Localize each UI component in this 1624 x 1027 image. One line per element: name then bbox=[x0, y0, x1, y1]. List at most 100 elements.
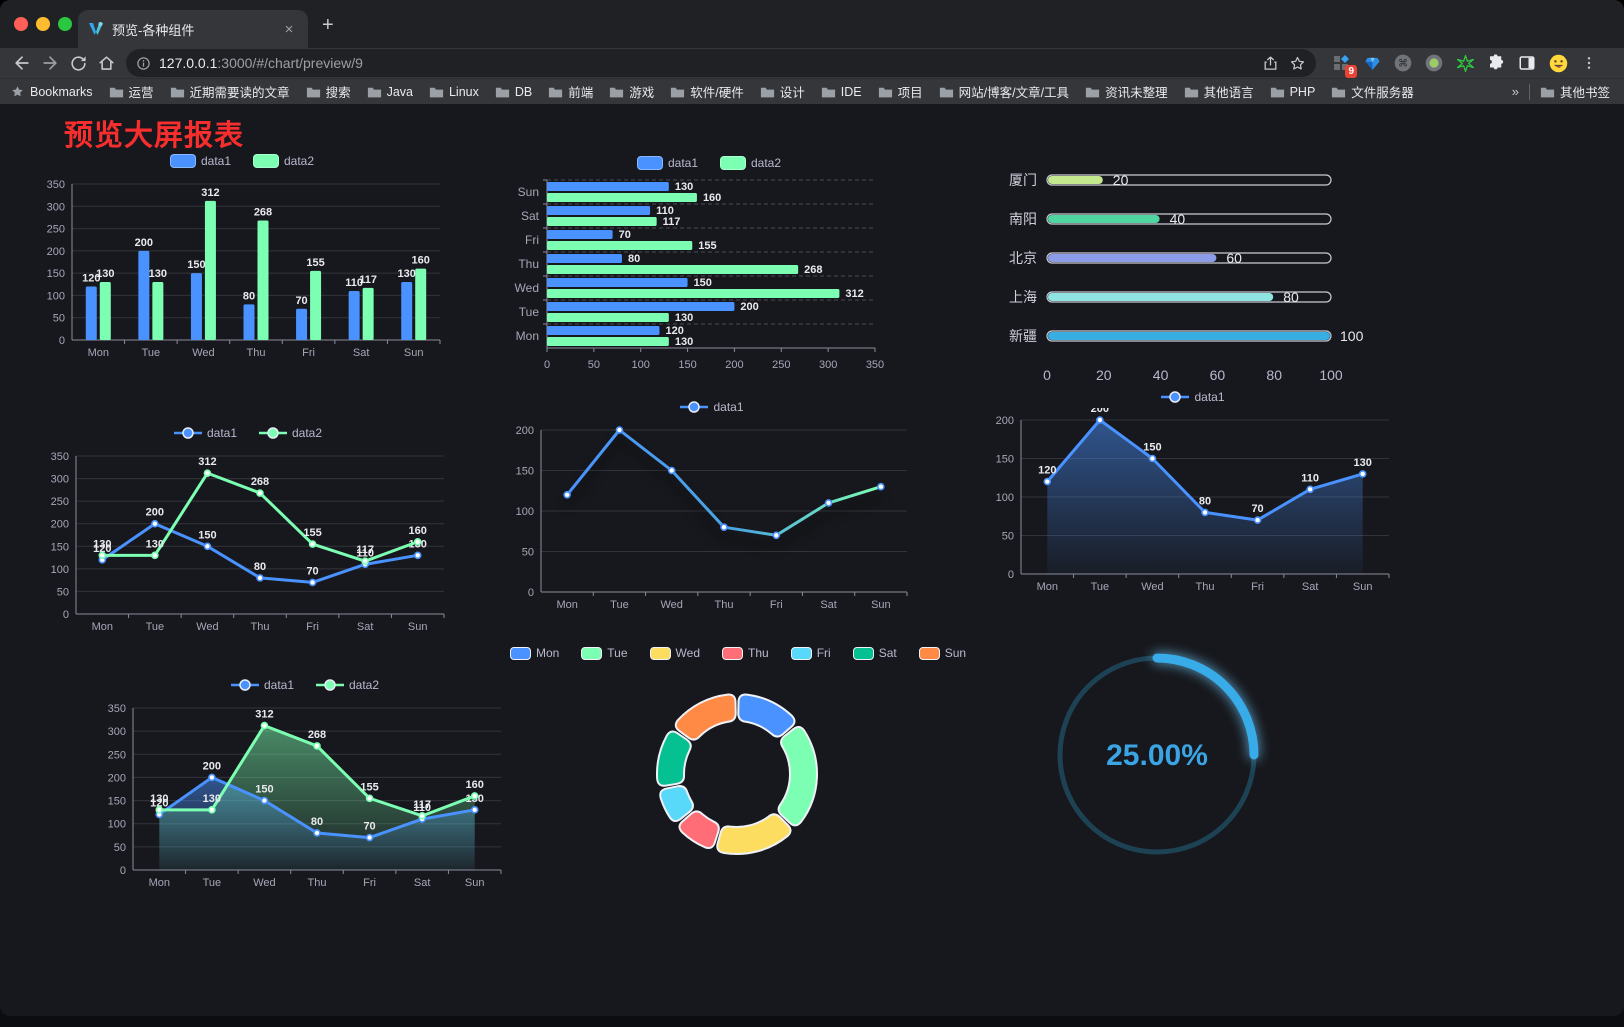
legend-swatch bbox=[790, 646, 812, 660]
legend-item-data1[interactable]: data1 bbox=[173, 426, 237, 440]
legend-item-Tue[interactable]: Tue bbox=[581, 646, 628, 660]
puzzle-extension-icon[interactable] bbox=[1485, 52, 1507, 74]
legend-item-data1[interactable]: data1 bbox=[230, 678, 294, 692]
extension-grid-icon[interactable]: 9 bbox=[1330, 52, 1357, 78]
legend-item-data2[interactable]: data2 bbox=[253, 154, 314, 168]
svg-text:70: 70 bbox=[363, 821, 375, 833]
page-content: 预览大屏报表 data1 data2 0 50 100 150 200 250 300 350 Mo… bbox=[0, 104, 1624, 1027]
bookmark-label: 搜索 bbox=[325, 86, 351, 100]
bookmark-item[interactable]: 网站/博客/文章/工具 bbox=[939, 82, 1069, 101]
window-maximize-button[interactable] bbox=[58, 17, 72, 31]
legend-swatch bbox=[253, 154, 279, 168]
bookmarks-manager[interactable]: Bookmarks bbox=[10, 84, 93, 99]
bookmarks-overflow-chevron[interactable]: » bbox=[1511, 84, 1519, 99]
bookmark-item[interactable]: 设计 bbox=[760, 82, 805, 101]
svg-text:Tue: Tue bbox=[610, 599, 629, 611]
legend-item-Mon[interactable]: Mon bbox=[509, 646, 559, 660]
legend-item-data1[interactable]: data1 bbox=[1161, 390, 1225, 404]
sidebar-toggle-icon[interactable] bbox=[1516, 52, 1538, 74]
menu-kebab-icon[interactable] bbox=[1578, 52, 1600, 74]
svg-text:312: 312 bbox=[201, 187, 219, 199]
profile-avatar[interactable] bbox=[1547, 52, 1569, 74]
bookmark-item[interactable]: IDE bbox=[821, 85, 862, 99]
svg-text:300: 300 bbox=[47, 201, 65, 213]
svg-text:80: 80 bbox=[311, 816, 323, 828]
svg-text:150: 150 bbox=[996, 454, 1014, 466]
command-extension-icon[interactable]: ⌘ bbox=[1392, 52, 1414, 74]
bookmark-label: 游戏 bbox=[629, 86, 655, 100]
extensions-area: 9 ⌘ bbox=[1330, 52, 1600, 78]
svg-text:268: 268 bbox=[308, 729, 326, 741]
bookmark-item[interactable]: 项目 bbox=[878, 82, 923, 101]
svg-text:Sun: Sun bbox=[1353, 581, 1373, 593]
svg-text:120: 120 bbox=[150, 797, 168, 809]
svg-text:130: 130 bbox=[1354, 457, 1372, 469]
folder-icon bbox=[939, 87, 953, 97]
bookmark-item[interactable]: 资讯未整理 bbox=[1085, 82, 1168, 101]
bookmark-item[interactable]: PHP bbox=[1270, 85, 1315, 99]
green-star-extension-icon[interactable] bbox=[1454, 52, 1476, 74]
svg-text:Wed: Wed bbox=[661, 599, 683, 611]
svg-text:150: 150 bbox=[516, 466, 534, 478]
svg-text:0: 0 bbox=[528, 587, 534, 599]
reload-button[interactable] bbox=[64, 50, 92, 76]
forward-button[interactable] bbox=[36, 50, 64, 76]
legend-item-Fri[interactable]: Fri bbox=[790, 646, 831, 660]
legend-item-Wed[interactable]: Wed bbox=[649, 646, 700, 660]
svg-text:60: 60 bbox=[1210, 367, 1226, 383]
address-bar[interactable]: 127.0.0.1:3000/#/chart/preview/9 bbox=[126, 49, 1316, 77]
progress-bar-chart: 厦门 20 南阳 40 北京 60 上海 80 新疆 100 0 20 40 60 80 100 bbox=[983, 156, 1391, 394]
legend-item-data1[interactable]: data1 bbox=[636, 156, 698, 170]
bookmark-star-button[interactable] bbox=[1289, 55, 1306, 72]
svg-text:50: 50 bbox=[114, 842, 126, 854]
window-minimize-button[interactable] bbox=[36, 17, 50, 31]
svg-text:Wed: Wed bbox=[196, 621, 218, 633]
bookmark-item[interactable]: 其他语言 bbox=[1184, 82, 1254, 101]
browser-tab[interactable]: 预览-各种组件 × bbox=[78, 10, 308, 48]
bookmark-item[interactable]: 游戏 bbox=[609, 82, 654, 101]
svg-text:Mon: Mon bbox=[516, 329, 539, 343]
bookmark-item[interactable]: 近期需要读的文章 bbox=[170, 82, 290, 101]
record-extension-icon[interactable] bbox=[1423, 52, 1445, 74]
svg-text:130: 130 bbox=[398, 268, 416, 280]
bookmark-item[interactable]: Java bbox=[367, 85, 413, 99]
new-tab-button[interactable]: + bbox=[322, 14, 334, 36]
legend-item-Sat[interactable]: Sat bbox=[852, 646, 897, 660]
bookmark-item[interactable]: 文件服务器 bbox=[1331, 82, 1414, 101]
legend-label: data1 bbox=[200, 154, 231, 168]
legend-item-data1[interactable]: data1 bbox=[169, 154, 231, 168]
horizontal-bar-chart: data1 data2 0 50 100 150 200 250 300 350 Sun 130 160… bbox=[503, 152, 915, 374]
legend-item-data2[interactable]: data2 bbox=[316, 678, 379, 692]
svg-text:Tue: Tue bbox=[142, 347, 161, 359]
folder-icon bbox=[610, 87, 624, 97]
svg-text:268: 268 bbox=[251, 476, 269, 488]
site-info-icon[interactable] bbox=[136, 56, 151, 71]
bookmark-item[interactable]: Linux bbox=[429, 85, 479, 99]
window-close-button[interactable] bbox=[14, 17, 28, 31]
legend-label: data2 bbox=[292, 426, 323, 440]
svg-text:117: 117 bbox=[413, 799, 431, 811]
gem-extension-icon[interactable] bbox=[1361, 52, 1383, 74]
tab-close-icon[interactable]: × bbox=[284, 20, 294, 38]
svg-text:130: 130 bbox=[675, 336, 693, 348]
legend-item-data1[interactable]: data1 bbox=[680, 400, 744, 414]
back-button[interactable] bbox=[8, 50, 36, 76]
folder-icon bbox=[1332, 87, 1346, 97]
url-text[interactable]: 127.0.0.1:3000/#/chart/preview/9 bbox=[159, 55, 1252, 71]
bookmark-item[interactable]: 运营 bbox=[109, 82, 154, 101]
svg-text:80: 80 bbox=[1199, 495, 1211, 507]
bookmark-item[interactable]: 前端 bbox=[548, 82, 593, 101]
svg-text:350: 350 bbox=[866, 359, 884, 371]
svg-text:120: 120 bbox=[665, 325, 683, 337]
other-bookmarks-folder[interactable]: 其他书签 bbox=[1540, 82, 1610, 101]
bookmark-item[interactable]: 软件/硬件 bbox=[670, 82, 744, 101]
browser-toolbar: 127.0.0.1:3000/#/chart/preview/9 9 ⌘ bbox=[0, 48, 1624, 78]
legend-item-Sun[interactable]: Sun bbox=[918, 646, 966, 660]
bookmark-item[interactable]: DB bbox=[495, 85, 532, 99]
bookmark-item[interactable]: 搜索 bbox=[306, 82, 351, 101]
home-button[interactable] bbox=[92, 50, 120, 76]
legend-item-Thu[interactable]: Thu bbox=[722, 646, 769, 660]
legend-item-data2[interactable]: data2 bbox=[259, 426, 322, 440]
share-button[interactable] bbox=[1262, 55, 1279, 72]
legend-item-data2[interactable]: data2 bbox=[720, 156, 781, 170]
